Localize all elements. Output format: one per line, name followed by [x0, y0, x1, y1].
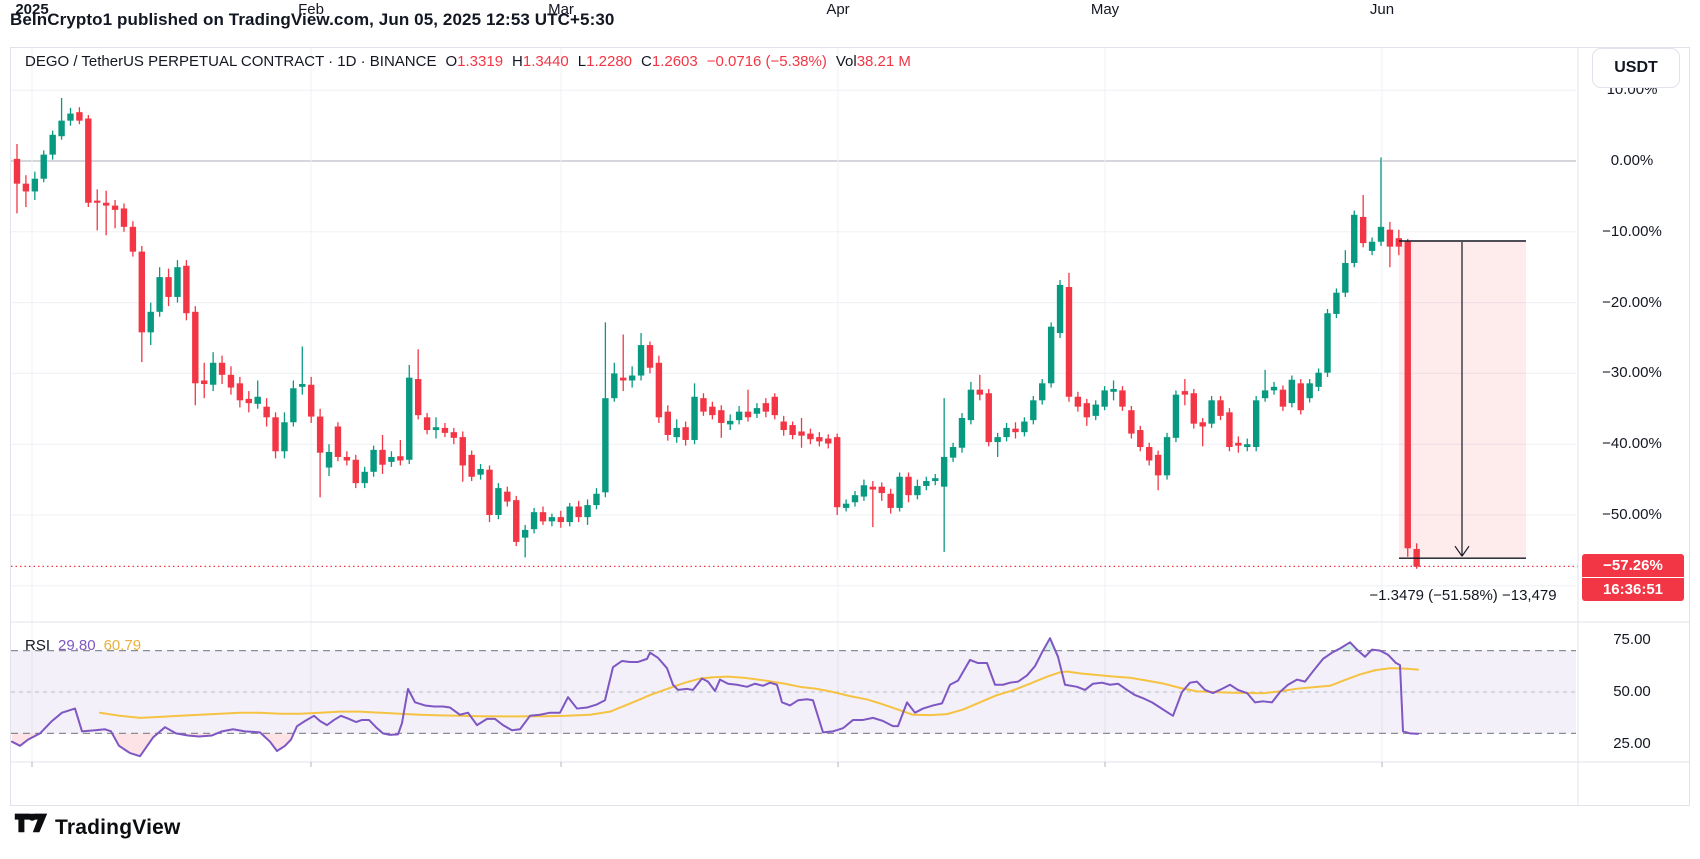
symbol-title[interactable]: DEGO / TetherUS PERPETUAL CONTRACT · 1D … [25, 52, 437, 70]
time-axis-label: Apr [826, 1, 850, 18]
price-axis-label: −20.00% [1602, 293, 1662, 311]
bar-countdown-badge: 16:36:51 [1582, 578, 1684, 601]
rsi-indicator-legend[interactable]: RSI 29.80 60.79 [25, 637, 141, 654]
price-axis-label: −30.00% [1602, 364, 1662, 382]
rsi-ma-value: 60.79 [103, 637, 142, 654]
last-price-badge: −57.26% [1582, 554, 1684, 577]
tradingview-wordmark: TradingView [55, 816, 181, 839]
measure-tool-label: −1.3479 (−51.58%) −13,479 [1369, 587, 1557, 604]
price-axis-label: 0.00% [1610, 152, 1654, 169]
price-axis-label: −50.00% [1602, 506, 1662, 523]
rsi-axis-label: 50.00 [1613, 683, 1651, 700]
volume-value: Vol 38.21 M [835, 52, 911, 70]
price-axis-label: −10.00% [1602, 222, 1662, 240]
time-axis-label: Mar [548, 1, 574, 18]
time-axis-label: May [1090, 1, 1120, 18]
time-axis-label: 2025 [15, 1, 49, 18]
ohlc-low: L 1.2280 [577, 52, 633, 70]
symbol-legend[interactable]: DEGO / TetherUS PERPETUAL CONTRACT · 1D … [25, 51, 911, 71]
change-value: −0.0716 (−5.38%) [706, 52, 827, 70]
attribution-text: BeInCrypto1 published on TradingView.com… [10, 10, 615, 29]
rsi-label: RSI [25, 637, 51, 654]
ohlc-open: O 1.3319 [445, 52, 504, 70]
time-axis-label: Feb [298, 1, 324, 18]
ohlc-high: H 1.3440 [512, 52, 569, 70]
currency-toggle-button[interactable]: USDT [1592, 48, 1680, 88]
rsi-axis-label: 75.00 [1613, 631, 1651, 649]
time-axis-label: Jun [1369, 1, 1395, 18]
ohlc-close: C 1.2603 [641, 52, 698, 70]
tradingview-logo-icon [14, 813, 48, 833]
price-axis-label: −40.00% [1602, 435, 1662, 453]
rsi-current-value: 29.80 [58, 637, 96, 654]
tradingview-attribution[interactable]: TradingView [14, 813, 181, 843]
rsi-axis-label: 25.00 [1613, 734, 1651, 752]
